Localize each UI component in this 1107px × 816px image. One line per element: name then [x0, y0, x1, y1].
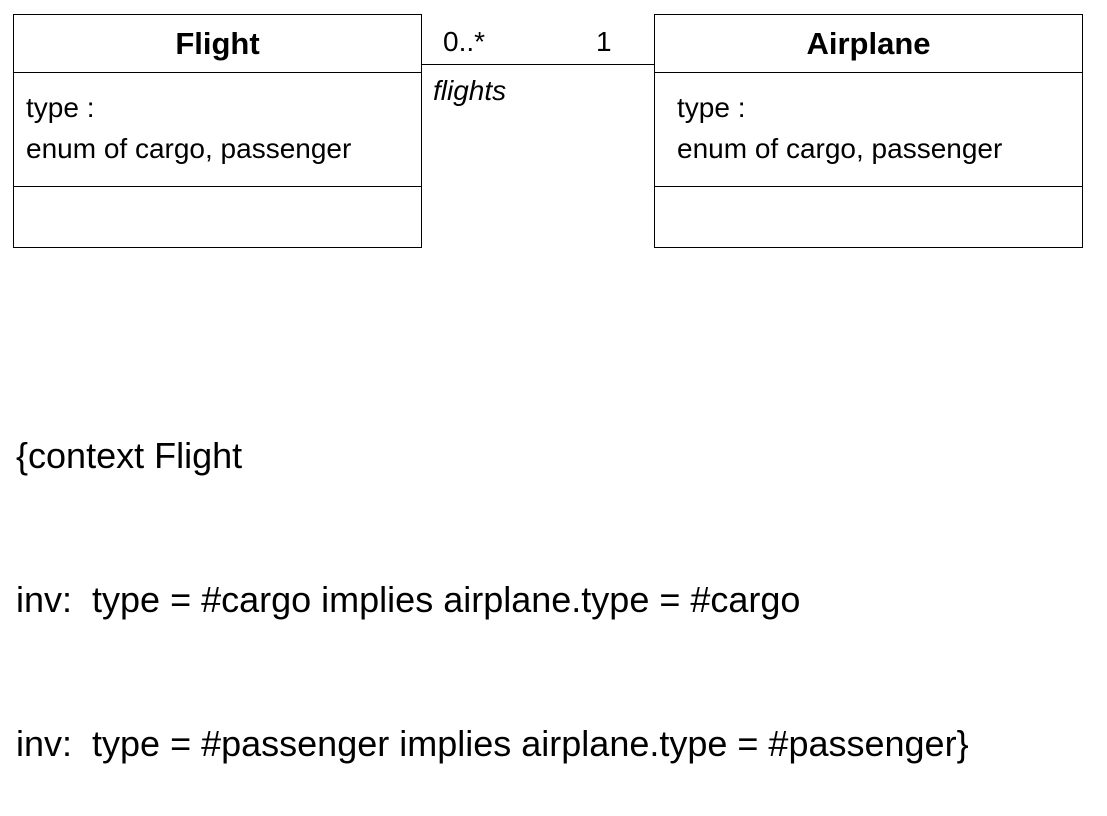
- flight-class-name: Flight: [14, 15, 421, 73]
- flight-attribute-line: enum of cargo, passenger: [26, 128, 421, 169]
- airplane-class-name: Airplane: [655, 15, 1082, 73]
- airplane-attribute-line: enum of cargo, passenger: [677, 128, 1082, 169]
- airplane-class-box: Airplane type : enum of cargo, passenger: [654, 14, 1083, 248]
- association-role-label: flights: [433, 75, 506, 107]
- airplane-attributes: type : enum of cargo, passenger: [655, 73, 1082, 187]
- flight-operations: [14, 187, 421, 246]
- constraint-line: {context Flight: [16, 432, 969, 480]
- association-line: [422, 64, 654, 65]
- constraint-line: inv: type = #cargo implies airplane.type…: [16, 576, 969, 624]
- flight-attribute-line: type :: [26, 87, 421, 128]
- flight-multiplicity: 0..*: [443, 26, 485, 58]
- flight-class-box: Flight type : enum of cargo, passenger: [13, 14, 422, 248]
- airplane-attribute-line: type :: [677, 87, 1082, 128]
- constraint-line: inv: type = #passenger implies airplane.…: [16, 720, 969, 768]
- airplane-multiplicity: 1: [596, 26, 612, 58]
- ocl-constraint: {context Flight inv: type = #cargo impli…: [16, 336, 969, 816]
- airplane-operations: [655, 187, 1082, 246]
- flight-attributes: type : enum of cargo, passenger: [14, 73, 421, 187]
